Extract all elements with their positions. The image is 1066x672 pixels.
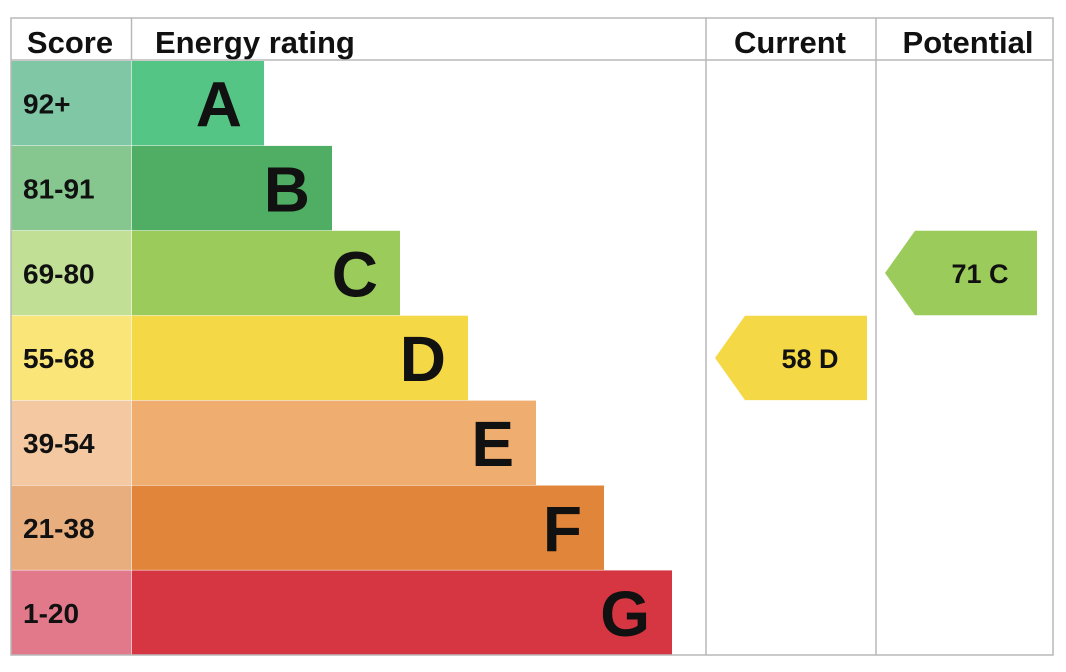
- header-score: Score: [27, 25, 113, 60]
- score-cell-a: [11, 61, 132, 146]
- band-bar-c: [132, 230, 400, 316]
- potential-rating-arrow: [885, 230, 1037, 316]
- table-grid: [10, 17, 1054, 656]
- score-cell-c: [11, 230, 132, 316]
- score-range-c: 69-80: [23, 258, 95, 289]
- band-letter-e: E: [471, 408, 514, 480]
- header-row: Score Energy rating Current Potential: [27, 25, 1034, 60]
- band-letter-c: C: [332, 238, 378, 310]
- score-cell-g: [11, 570, 132, 655]
- score-cell-b: [11, 145, 132, 231]
- rating-bands: 92+ A 81-91 B 69-80 C 55-68 D 39-54 E 21-38 F 1-20 G: [11, 61, 672, 655]
- rating-arrows: 58 D 71 C: [715, 230, 1037, 401]
- band-letter-g: G: [600, 578, 650, 650]
- score-range-g: 1-20: [23, 598, 79, 629]
- band-bar-f: [132, 485, 604, 570]
- band-bar-a: [132, 61, 264, 146]
- band-bar-e: [132, 400, 536, 485]
- current-rating-label: 58 D: [781, 344, 838, 374]
- potential-rating-label: 71 C: [951, 259, 1008, 289]
- band-letter-a: A: [196, 68, 242, 140]
- band-bar-b: [132, 145, 332, 231]
- band-bar-d: [132, 315, 468, 401]
- band-letter-f: F: [543, 493, 582, 565]
- score-range-e: 39-54: [23, 428, 95, 459]
- score-cell-d: [11, 315, 132, 401]
- band-letter-d: D: [400, 323, 446, 395]
- current-rating-arrow: [715, 315, 867, 401]
- band-letter-b: B: [264, 153, 310, 225]
- band-bar-g: [132, 570, 672, 655]
- score-range-a: 92+: [23, 88, 71, 119]
- score-range-d: 55-68: [23, 343, 95, 374]
- header-current: Current: [734, 25, 846, 60]
- score-range-b: 81-91: [23, 173, 95, 204]
- table-border: [10, 17, 1054, 656]
- header-potential: Potential: [903, 25, 1034, 60]
- score-range-f: 21-38: [23, 513, 95, 544]
- score-cell-f: [11, 485, 132, 570]
- score-cell-e: [11, 400, 132, 485]
- header-energy-rating: Energy rating: [155, 25, 355, 60]
